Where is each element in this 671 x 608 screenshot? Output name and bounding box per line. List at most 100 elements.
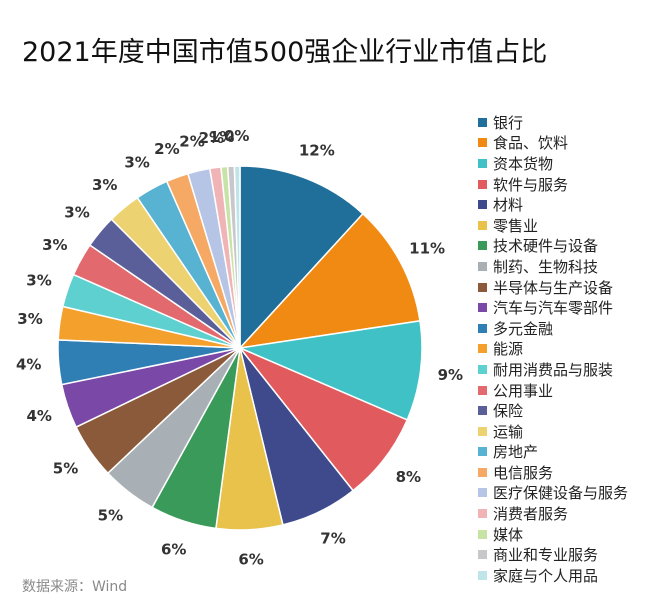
legend-item: 家庭与个人用品 [478,565,628,586]
legend-swatch [478,200,487,210]
legend-swatch [478,344,487,354]
legend-swatch [478,509,487,519]
legend-swatch [478,220,487,230]
legend-item: 半导体与生产设备 [478,277,628,298]
legend-item: 零售业 [478,215,628,236]
legend-swatch [478,138,487,148]
legend-swatch [478,467,487,477]
legend-item: 软件与服务 [478,174,628,195]
slice-label: 4% [16,356,41,374]
legend-item: 公用事业 [478,380,628,401]
legend-label: 医疗保健设备与服务 [493,484,629,503]
legend-swatch [478,282,487,292]
pie-labels: 12%11%9%8%7%6%6%5%5%4%4%3%3%3%3%3%3%2% 2%… [16,127,463,569]
slice-label: 3% [92,176,117,194]
legend-item: 电信服务 [478,462,628,483]
legend-label: 能源 [493,340,524,359]
legend-label: 软件与服务 [493,175,569,194]
slice-label: 1% [209,128,234,146]
legend-swatch [478,364,487,374]
legend-swatch [478,117,487,127]
legend-swatch [478,261,487,271]
slice-label: 5% [98,507,123,525]
legend-swatch [478,179,487,189]
legend-item: 医疗保健设备与服务 [478,483,628,504]
slice-label: 5% [53,459,78,477]
legend-swatch [478,303,487,313]
legend-item: 技术硬件与设备 [478,236,628,257]
legend-item: 商业和专业服务 [478,544,628,565]
legend-label: 电信服务 [493,463,554,482]
slice-label: 7% [320,530,345,548]
legend-item: 耐用消费品与服装 [478,359,628,380]
legend-label: 房地产 [493,443,539,462]
pie-slice [238,212,421,350]
slice-label: 3% [42,236,67,254]
chart-title: 2021年度中国市值500强企业行业市值占比 [22,37,548,68]
legend-item: 保险 [478,400,628,421]
legend-item: 媒体 [478,524,628,545]
legend-item: 资本货物 [478,153,628,174]
legend-swatch [478,550,487,560]
legend-item: 运输 [478,421,628,442]
legend-item: 汽车与汽车零部件 [478,297,628,318]
legend-label: 消费者服务 [493,505,569,524]
pie-slice [239,165,364,350]
legend-label: 制药、生物科技 [493,257,599,276]
legend-item: 能源 [478,339,628,360]
legend-swatch [478,447,487,457]
slice-label: 3% [26,272,51,290]
slice-label: 0% [224,127,249,145]
legend-label: 运输 [493,422,524,441]
legend-label: 保险 [493,402,524,421]
slice-label: 3% [64,204,89,222]
legend-swatch [478,241,487,251]
slice-label: 6% [238,551,263,569]
slice-label: 8% [396,468,421,486]
legend-item: 银行 [478,112,628,133]
slice-label: 3% [17,310,42,328]
legend-label: 多元金融 [493,319,554,338]
legend-swatch [478,570,487,580]
slice-label: 2% [154,140,179,158]
legend-label: 材料 [493,196,524,215]
legend-label: 资本货物 [493,154,554,173]
slice-label: 4% [26,407,51,425]
legend-swatch [478,426,487,436]
legend-item: 食品、饮料 [478,133,628,154]
slice-label: 11% [409,239,445,257]
legend-swatch [478,529,487,539]
slice-label: 2% [179,133,204,151]
pie-chart: 12%11%9%8%7%6%6%5%5%4%4%3%3%3%3%3%3%2% 2%… [16,127,463,569]
legend-item: 多元金融 [478,318,628,339]
pie-slice [239,347,409,492]
legend-label: 媒体 [493,525,524,544]
legend-label: 半导体与生产设备 [493,278,614,297]
slice-label: 12% [299,141,335,159]
legend-label: 公用事业 [493,381,554,400]
pie-slice [237,319,423,421]
source-note: 数据来源：Wind [22,579,128,595]
slice-label: 2% [199,129,224,147]
legend-label: 家庭与个人用品 [493,566,599,585]
pie-slice [233,165,241,349]
legend-label: 零售业 [493,216,539,235]
legend-swatch [478,323,487,333]
slice-label: 9% [438,366,463,384]
chart-legend: 银行食品、饮料 资本货物软件与服务材料 零售业技术硬件与设备 制药、生物科技 半导体与生… [478,112,628,586]
legend-item: 消费者服务 [478,503,628,524]
legend-item: 房地产 [478,442,628,463]
legend-item: 材料 [478,194,628,215]
legend-swatch [478,406,487,416]
legend-label: 技术硬件与设备 [493,237,599,256]
legend-label: 食品、饮料 [493,134,569,153]
slice-label: 3% [124,154,149,172]
legend-swatch [478,488,487,498]
pie-slices [57,165,423,531]
slice-label: 6% [161,540,186,558]
legend-label: 耐用消费品与服装 [493,360,614,379]
legend-swatch [478,158,487,168]
legend-label: 银行 [493,113,524,132]
legend-label: 汽车与汽车零部件 [493,299,614,318]
legend-swatch [478,385,487,395]
